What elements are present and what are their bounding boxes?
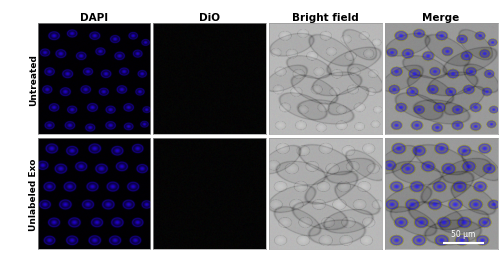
Y-axis label: Unlabeled Exo: Unlabeled Exo (29, 157, 38, 230)
Title: DAPI: DAPI (80, 13, 108, 23)
Y-axis label: Untreated: Untreated (29, 54, 38, 105)
Title: DiO: DiO (199, 13, 220, 23)
Text: 50 μm: 50 μm (452, 229, 476, 238)
Title: Merge: Merge (422, 13, 460, 23)
Title: Bright field: Bright field (292, 13, 358, 23)
